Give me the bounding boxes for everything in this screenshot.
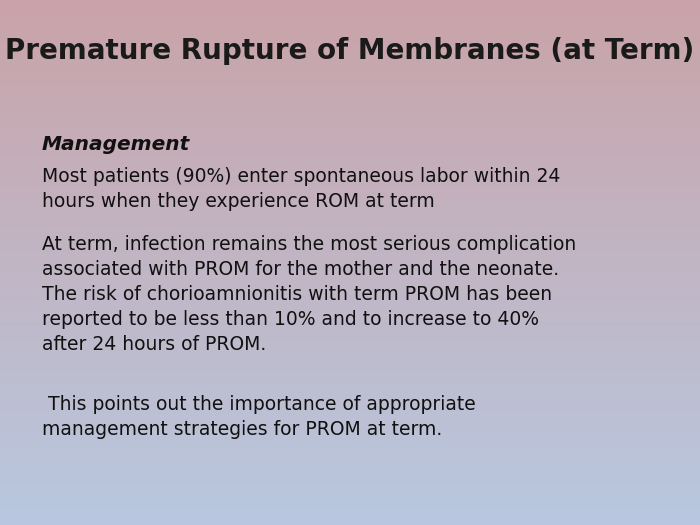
Text: Management: Management bbox=[42, 135, 190, 154]
Text: At term, infection remains the most serious complication
associated with PROM fo: At term, infection remains the most seri… bbox=[42, 235, 576, 354]
Text: This points out the importance of appropriate
management strategies for PROM at : This points out the importance of approp… bbox=[42, 395, 476, 439]
Text: Premature Rupture of Membranes (at Term): Premature Rupture of Membranes (at Term) bbox=[6, 37, 694, 65]
Text: Most patients (90%) enter spontaneous labor within 24
hours when they experience: Most patients (90%) enter spontaneous la… bbox=[42, 167, 561, 211]
